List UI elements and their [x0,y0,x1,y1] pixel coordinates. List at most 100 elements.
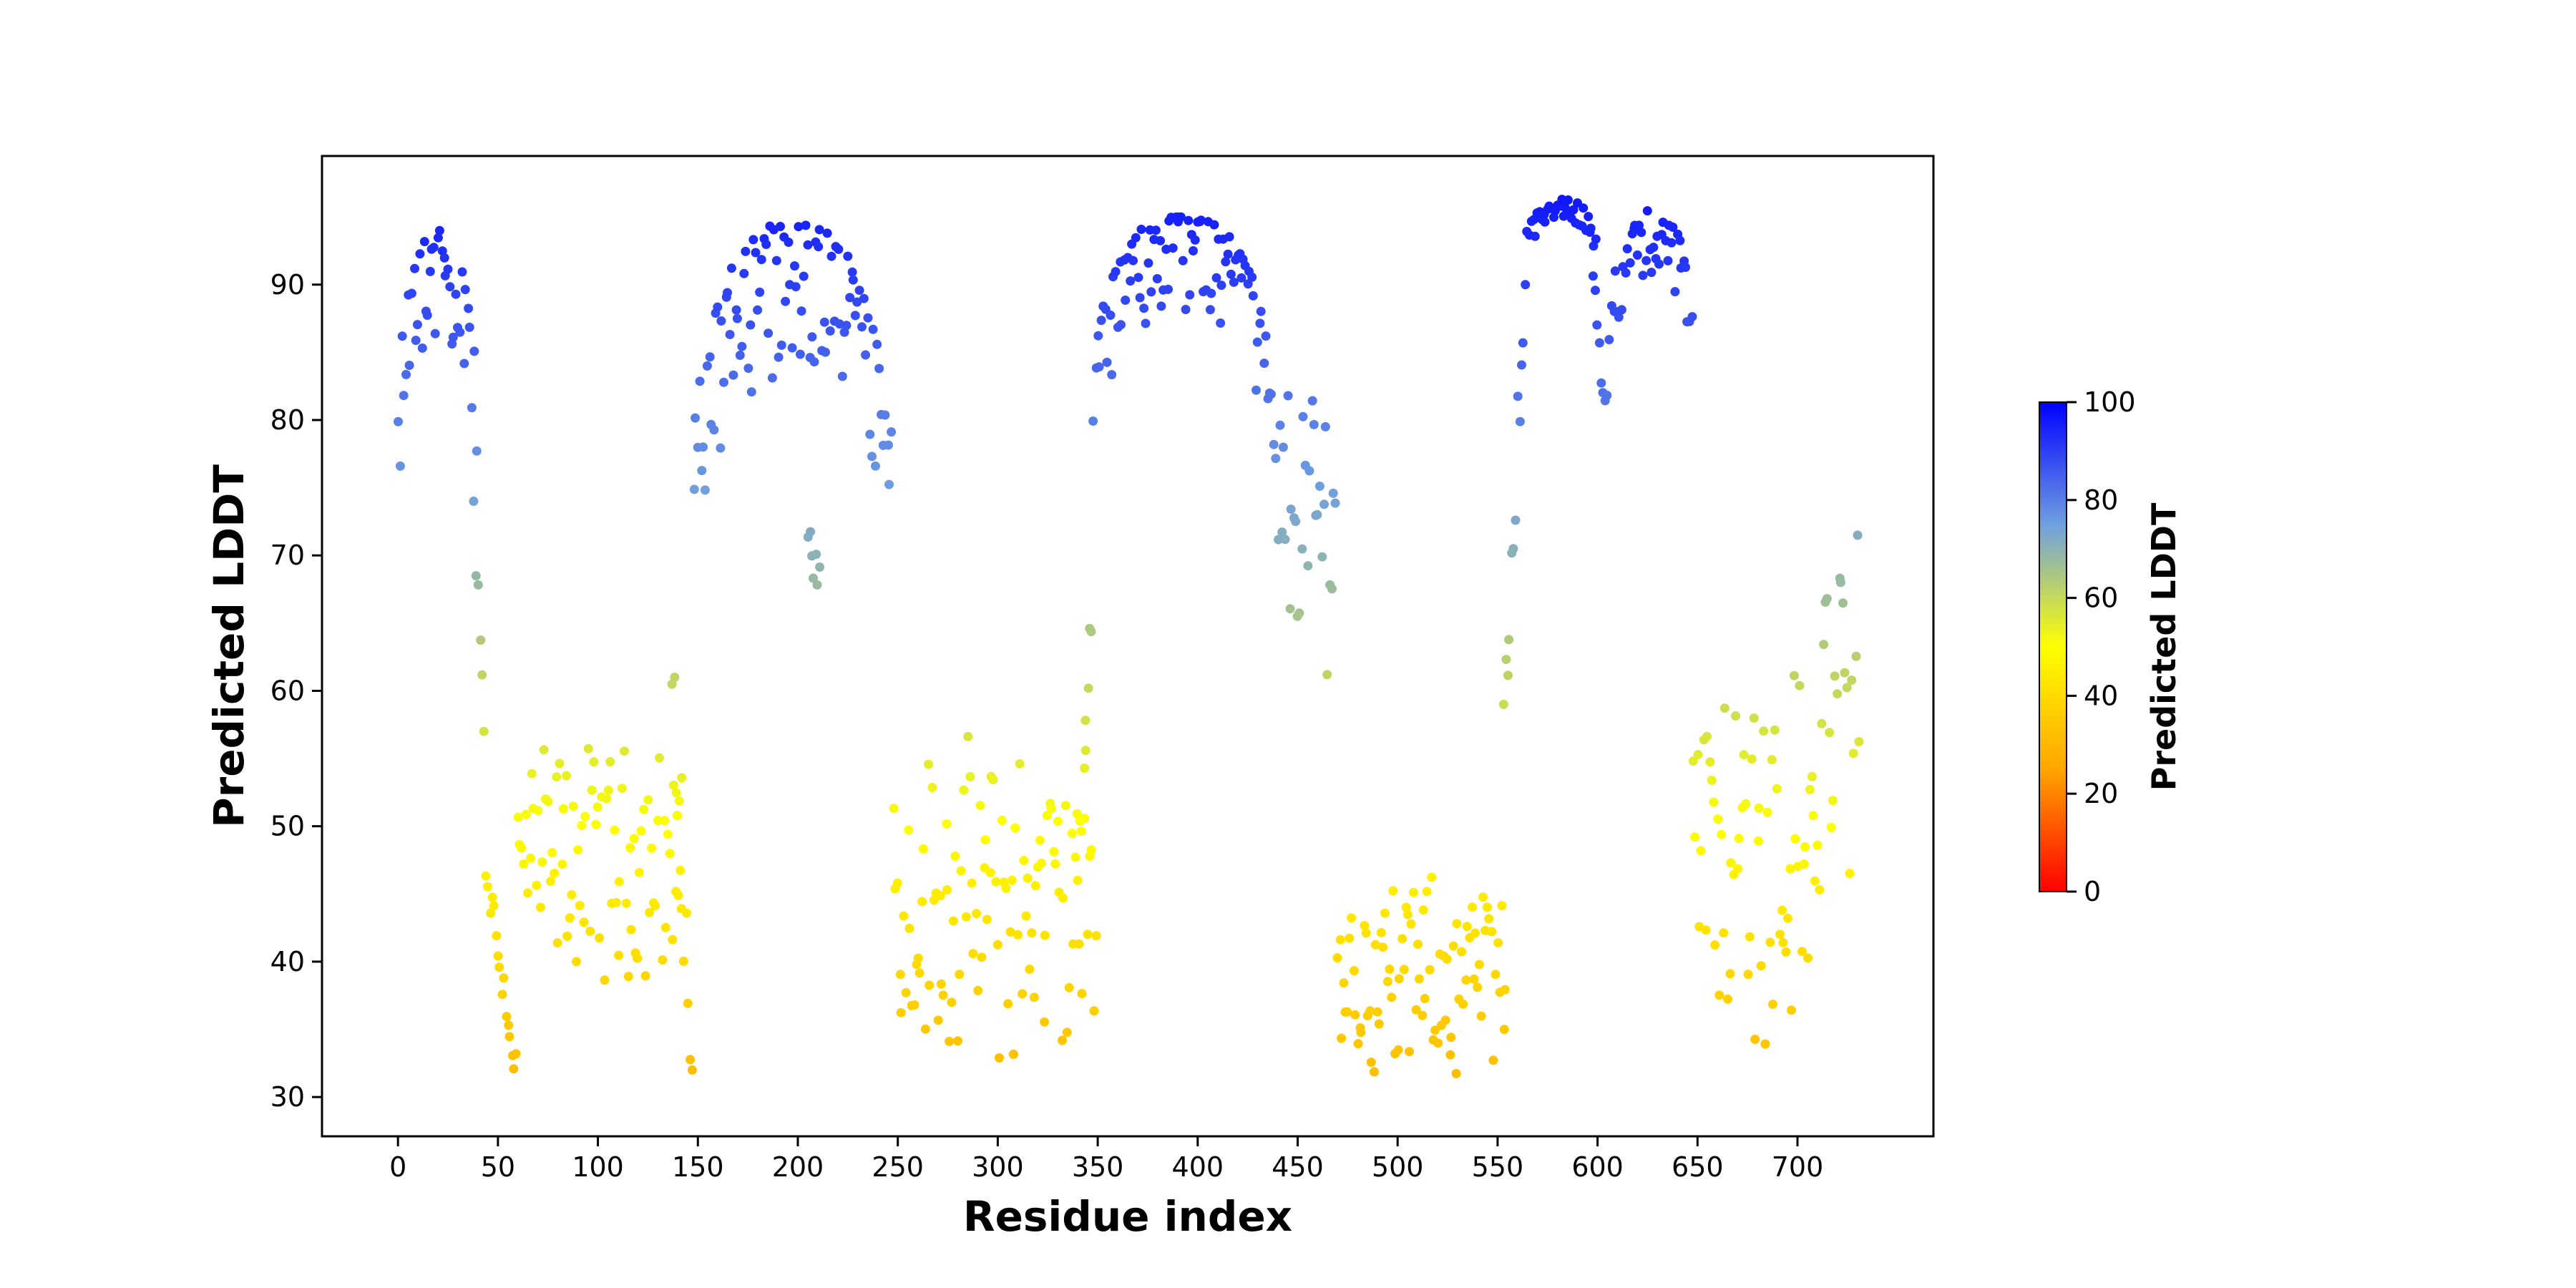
data-point [1261,331,1271,341]
data-point [924,759,933,769]
data-point [913,953,923,963]
data-point [1083,930,1093,940]
data-point [927,783,937,792]
data-point [955,970,965,980]
data-point [1430,1025,1440,1035]
data-point [1388,886,1398,896]
data-point [1086,627,1096,637]
data-point [1248,291,1258,301]
data-point [1500,985,1510,995]
data-point [867,452,877,462]
data-point [673,890,683,900]
data-point [956,866,966,876]
data-point [1499,1025,1509,1035]
data-point [1029,992,1039,1002]
data-point [843,251,853,261]
data-point [1476,1011,1486,1021]
data-point [1591,234,1601,244]
data-point [731,305,741,315]
data-point [961,912,971,922]
data-point [1734,834,1744,844]
data-point [997,816,1007,825]
data-point [1810,876,1820,886]
data-point [1568,205,1579,215]
data-point [479,726,489,736]
data-point [1136,225,1146,234]
data-point [1064,982,1074,992]
data-point [1517,360,1526,370]
data-point [636,826,646,836]
data-point [395,461,405,471]
data-point [1813,840,1823,850]
data-point [1399,965,1409,975]
data-point [975,801,985,811]
data-point [841,321,852,331]
data-point [904,825,914,835]
data-point [494,962,504,972]
data-point [1378,942,1388,952]
data-point [988,775,998,785]
data-point [1030,881,1040,891]
data-point [583,743,593,753]
data-point [1833,689,1843,699]
data-point [1668,223,1678,232]
data-point [1319,499,1329,509]
data-point [1274,535,1283,545]
data-point [982,914,992,924]
y-tick-label: 70 [270,540,305,571]
data-point [433,233,443,243]
data-point [633,953,643,963]
data-point [422,311,432,320]
data-point [467,403,477,413]
y-tick-label: 30 [270,1081,305,1113]
data-point [1374,1019,1384,1029]
data-point [1503,670,1513,680]
data-point [948,916,958,926]
data-point [472,446,482,456]
data-point [464,303,474,313]
data-point [519,859,529,869]
data-point [852,297,862,307]
data-point [673,811,682,821]
data-point [1482,902,1492,912]
data-point [1805,785,1815,794]
data-point [397,331,407,341]
data-point [1003,999,1013,1009]
data-point [1719,928,1729,938]
data-point [880,410,890,420]
data-point [1133,273,1143,283]
data-point [1397,934,1407,944]
data-point [1070,852,1080,862]
data-point [1067,829,1077,839]
data-point [610,825,620,835]
data-point [1747,754,1757,764]
data-point [394,416,403,426]
data-point [565,913,575,923]
data-point [1152,274,1162,283]
data-point [620,746,629,756]
data-point [1327,584,1337,594]
data-point [1058,893,1068,903]
data-point [401,369,411,379]
y-tick-label: 60 [270,675,305,706]
data-point [1778,937,1788,947]
data-point [1602,391,1612,400]
data-point [473,580,483,590]
data-point [1634,220,1644,230]
data-point [1189,246,1198,255]
y-tick-label: 40 [270,946,305,977]
data-point [1151,225,1161,235]
data-point [1521,280,1531,290]
data-point [1224,232,1234,242]
data-point [568,801,578,811]
data-point [1146,287,1156,297]
data-point [434,225,444,235]
colorbar-ticks: 0 20 40 60 80 100 [2067,386,2136,907]
data-point [1822,594,1832,604]
data-point [1211,273,1221,283]
data-point [489,901,499,911]
data-point [1156,301,1166,311]
data-point [1468,902,1477,912]
data-point [417,343,427,353]
data-point [1828,796,1838,806]
